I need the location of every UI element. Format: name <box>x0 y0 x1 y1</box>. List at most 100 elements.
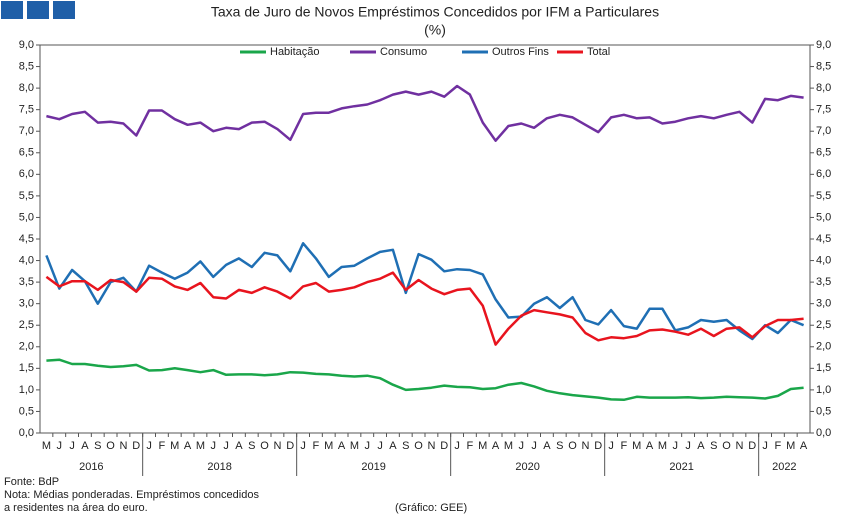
chart-title: Taxa de Juro de Novos Empréstimos Conced… <box>211 4 659 20</box>
series-line <box>45 242 805 341</box>
legend-label: Total <box>587 46 610 58</box>
note: Fonte: BdP <box>4 476 59 488</box>
y2-tick-label: 5,0 <box>816 211 831 223</box>
series-line <box>46 358 804 402</box>
x-tick-label: J <box>57 440 63 452</box>
x-tick-label: F <box>159 440 166 452</box>
legend-label: Outros Fins <box>492 46 549 58</box>
x-tick-label: S <box>248 440 255 452</box>
x-tick-label: F <box>621 440 628 452</box>
y2-tick-label: 3,0 <box>816 298 831 310</box>
x-tick-label: M <box>658 440 667 452</box>
x-tick-label: S <box>556 440 563 452</box>
y-tick-label: 3,0 <box>19 298 34 310</box>
x-tick-label: N <box>119 440 127 452</box>
x-tick-label: N <box>273 440 281 452</box>
credit: (Gráfico: GEE) <box>395 502 467 514</box>
y-tick-label: 5,5 <box>19 190 34 202</box>
x-tick-label: J <box>146 440 152 452</box>
x-tick-label: O <box>568 440 577 452</box>
y2-tick-label: 5,5 <box>816 190 831 202</box>
x-tick-label: F <box>313 440 320 452</box>
year-label: 2016 <box>79 461 103 473</box>
x-tick-label: J <box>454 440 460 452</box>
logo-square <box>1 1 23 19</box>
x-tick-label: M <box>42 440 51 452</box>
x-tick-label: J <box>608 440 614 452</box>
y-tick-label: 7,0 <box>19 125 34 137</box>
x-tick-label: J <box>531 440 537 452</box>
x-tick-label: S <box>94 440 101 452</box>
y-tick-label: 8,0 <box>19 82 34 94</box>
x-tick-label: A <box>492 440 500 452</box>
year-label: 2018 <box>207 461 231 473</box>
x-tick-label: M <box>478 440 487 452</box>
series-line <box>45 271 804 346</box>
y-tick-label: 4,5 <box>19 233 34 245</box>
x-tick-label: J <box>211 440 217 452</box>
x-tick-label: M <box>786 440 795 452</box>
x-tick-label: N <box>427 440 435 452</box>
y2-tick-label: 9,0 <box>816 39 831 51</box>
y-tick-label: 6,5 <box>19 147 34 159</box>
x-tick-label: D <box>594 440 602 452</box>
x-tick-label: J <box>519 440 525 452</box>
y-tick-label: 9,0 <box>19 39 34 51</box>
x-tick-label: F <box>775 440 782 452</box>
y2-tick-label: 8,5 <box>816 60 831 72</box>
x-tick-label: O <box>260 440 269 452</box>
y-tick-label: 4,0 <box>19 254 34 266</box>
y2-tick-label: 2,5 <box>816 319 831 331</box>
x-tick-label: J <box>685 440 691 452</box>
x-tick-label: D <box>748 440 756 452</box>
x-tick-label: A <box>800 440 808 452</box>
x-tick-label: O <box>106 440 115 452</box>
x-tick-label: J <box>762 440 768 452</box>
x-tick-label: O <box>414 440 423 452</box>
y-tick-label: 2,0 <box>19 341 34 353</box>
x-tick-label: N <box>735 440 743 452</box>
y2-tick-label: 4,0 <box>816 254 831 266</box>
series-line <box>46 84 804 142</box>
x-tick-label: O <box>722 440 731 452</box>
year-label: 2022 <box>772 461 796 473</box>
x-tick-label: F <box>467 440 474 452</box>
x-tick-label: A <box>338 440 346 452</box>
y2-tick-label: 3,5 <box>816 276 831 288</box>
x-tick-label: J <box>223 440 229 452</box>
y2-tick-label: 8,0 <box>816 82 831 94</box>
y-tick-label: 6,0 <box>19 168 34 180</box>
y2-tick-label: 7,5 <box>816 104 831 116</box>
y2-tick-label: 0,0 <box>816 427 831 439</box>
x-tick-label: J <box>69 440 75 452</box>
y-tick-label: 1,5 <box>19 362 34 374</box>
year-label: 2019 <box>361 461 385 473</box>
x-tick-label: J <box>365 440 371 452</box>
x-tick-label: A <box>184 440 192 452</box>
x-tick-label: A <box>389 440 397 452</box>
x-tick-label: J <box>673 440 679 452</box>
x-tick-label: A <box>81 440 89 452</box>
x-tick-label: N <box>581 440 589 452</box>
legend-label: Consumo <box>380 46 427 58</box>
x-tick-label: M <box>632 440 641 452</box>
x-tick-label: M <box>196 440 205 452</box>
x-tick-label: M <box>170 440 179 452</box>
y2-tick-label: 1,0 <box>816 384 831 396</box>
y2-tick-label: 6,5 <box>816 147 831 159</box>
x-tick-label: D <box>286 440 294 452</box>
x-tick-label: D <box>440 440 448 452</box>
plot-frame <box>39 44 811 434</box>
y-tick-label: 0,0 <box>19 427 34 439</box>
x-tick-label: A <box>543 440 551 452</box>
note: Nota: Médias ponderadas. Empréstimos con… <box>4 489 259 501</box>
y2-tick-label: 7,0 <box>816 125 831 137</box>
note: a residentes na área do euro. <box>4 502 148 514</box>
y-tick-label: 8,5 <box>19 60 34 72</box>
y-tick-label: 7,5 <box>19 104 34 116</box>
logo-square <box>53 1 75 19</box>
y-tick-label: 5,0 <box>19 211 34 223</box>
x-tick-label: M <box>350 440 359 452</box>
year-label: 2021 <box>669 461 693 473</box>
